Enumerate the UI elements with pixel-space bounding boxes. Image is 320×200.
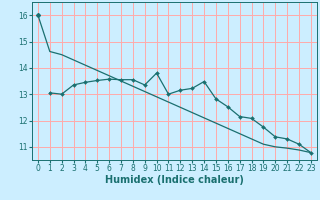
X-axis label: Humidex (Indice chaleur): Humidex (Indice chaleur)	[105, 175, 244, 185]
